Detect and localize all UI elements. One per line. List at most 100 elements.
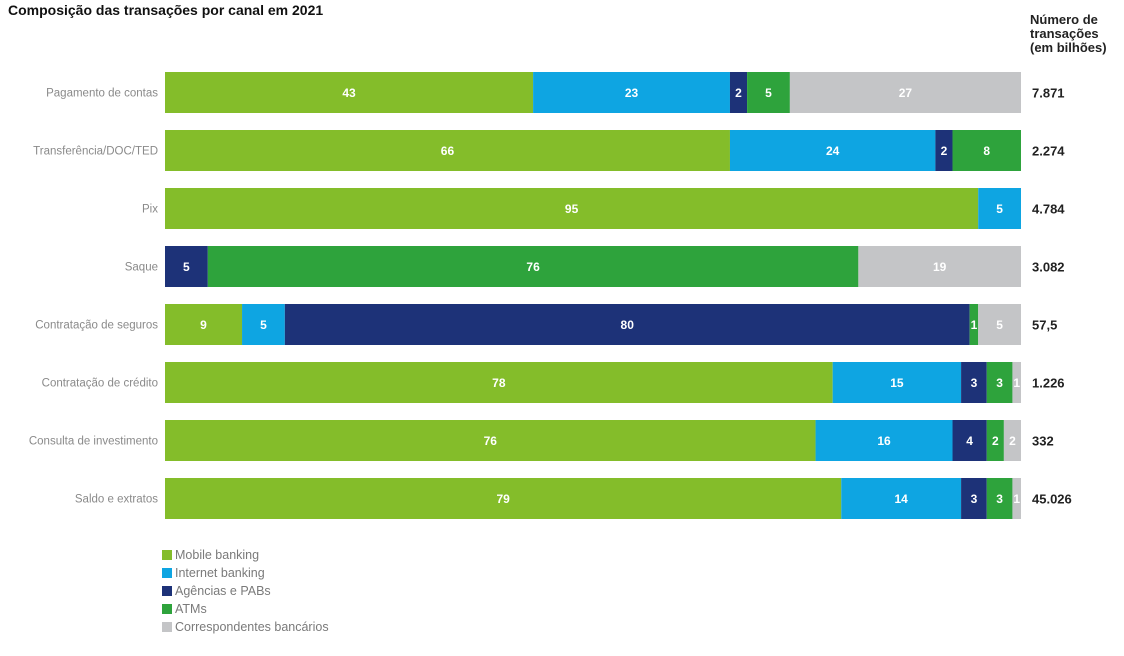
data-label: 76 [484, 434, 498, 448]
bar-segment [729, 72, 748, 113]
bar-segment [815, 420, 953, 461]
data-label: 8 [983, 144, 990, 158]
bar-segment [935, 130, 953, 171]
bar-segment [207, 246, 859, 287]
bar-segment [747, 72, 790, 113]
bar-segment [986, 362, 1013, 403]
data-label: 9 [200, 318, 207, 332]
data-label: 1 [1013, 492, 1020, 506]
data-label: 5 [183, 260, 190, 274]
data-label: 2 [1009, 434, 1016, 448]
data-label: 2 [992, 434, 999, 448]
legend-item: Correspondentes bancários [162, 618, 329, 636]
legend-item: Mobile banking [162, 546, 329, 564]
data-label: 3 [996, 376, 1003, 390]
legend-label: Correspondentes bancários [175, 620, 329, 634]
data-label: 1 [1013, 376, 1020, 390]
total-column-header: Número de transações (em bilhões) [1030, 13, 1107, 55]
data-label: 15 [890, 376, 904, 390]
bar-segment [165, 420, 816, 461]
data-label: 4 [966, 434, 973, 448]
bar-segment [165, 362, 833, 403]
bar-segment [165, 130, 730, 171]
legend-label: ATMs [175, 602, 207, 616]
bar-segment [242, 304, 285, 345]
data-label: 79 [496, 492, 510, 506]
total-value: 7.871 [1032, 86, 1065, 101]
data-label: 80 [621, 318, 635, 332]
data-label: 76 [526, 260, 540, 274]
chart-title: Composição das transações por canal em 2… [8, 2, 324, 18]
data-label: 5 [765, 86, 772, 100]
legend-swatch [162, 568, 172, 578]
category-label: Saque [125, 262, 158, 274]
data-label: 66 [441, 144, 455, 158]
total-value: 3.082 [1032, 260, 1065, 275]
bar-segment [986, 478, 1013, 519]
stacked-bar-chart: Pagamento de contas 43 23 2 5 27 7.871Transfer… [29, 72, 1072, 519]
total-value: 332 [1032, 434, 1054, 449]
legend-swatch [162, 586, 172, 596]
data-label: 24 [826, 144, 840, 158]
data-label: 1 [971, 318, 978, 332]
bar-segment [841, 478, 962, 519]
data-label: 19 [933, 260, 947, 274]
bar-segment [165, 72, 534, 113]
bar-segment [1012, 362, 1021, 403]
data-label: 16 [877, 434, 891, 448]
bar-segment [978, 188, 1021, 229]
data-label: 95 [565, 202, 579, 216]
category-label: Transferência/DOC/TED [33, 146, 158, 158]
legend-label: Internet banking [175, 566, 265, 580]
category-label: Pix [142, 204, 158, 216]
bar-segment [284, 304, 970, 345]
data-label: 2 [941, 144, 948, 158]
category-label: Contratação de seguros [35, 320, 158, 332]
total-value: 4.784 [1032, 202, 1065, 217]
legend-swatch [162, 604, 172, 614]
category-label: Consulta de investimento [29, 436, 158, 448]
data-label: 3 [996, 492, 1003, 506]
data-label: 3 [971, 376, 978, 390]
legend-swatch [162, 622, 172, 632]
total-value: 1.226 [1032, 376, 1065, 391]
total-header-line: Número de [1030, 12, 1098, 27]
bar-segment [961, 362, 987, 403]
bar-segment [986, 420, 1004, 461]
bar-segment [165, 478, 842, 519]
total-header-line: (em bilhões) [1030, 40, 1107, 55]
data-label: 14 [894, 492, 908, 506]
data-label: 5 [260, 318, 267, 332]
category-label: Pagamento de contas [46, 88, 158, 100]
legend-item: ATMs [162, 600, 329, 618]
bar-segment [832, 362, 962, 403]
bar-segment [1012, 478, 1021, 519]
data-label: 27 [899, 86, 913, 100]
data-label: 5 [996, 318, 1003, 332]
legend-label: Mobile banking [175, 548, 260, 562]
total-value: 2.274 [1032, 144, 1065, 159]
total-value: 45.026 [1032, 492, 1072, 507]
bar-segment [952, 420, 987, 461]
bar-segment [952, 130, 1021, 171]
legend-item: Internet banking [162, 564, 329, 582]
legend-label: Agências e PABs [175, 584, 271, 598]
bar-segment [789, 72, 1021, 113]
data-label: 2 [735, 86, 742, 100]
bar-segment [533, 72, 730, 113]
legend-item: Agências e PABs [162, 582, 329, 600]
legend: Mobile banking Internet banking Agências… [162, 546, 329, 636]
data-label: 23 [625, 86, 639, 100]
legend-swatch [162, 550, 172, 560]
category-label: Saldo e extratos [75, 494, 158, 506]
bar-segment [729, 130, 936, 171]
bar-segment [961, 478, 987, 519]
bar-segment [858, 246, 1021, 287]
data-label: 3 [971, 492, 978, 506]
bar-segment [165, 246, 208, 287]
bar-segment [1003, 420, 1021, 461]
bar-segment [165, 188, 979, 229]
total-header-line: transações [1030, 26, 1099, 41]
bar-segment [969, 304, 979, 345]
bar-segment [165, 304, 243, 345]
